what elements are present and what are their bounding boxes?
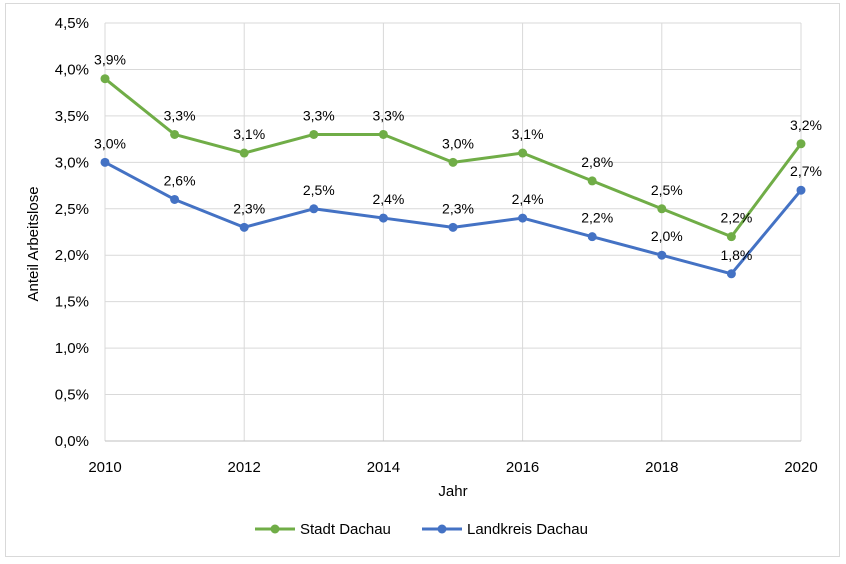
data-label: 3,3%: [164, 107, 196, 123]
legend-label: Landkreis Dachau: [467, 521, 588, 538]
x-axis-label: Jahr: [438, 483, 467, 500]
data-point: [239, 148, 249, 158]
y-tick-label: 3,5%: [55, 108, 89, 125]
data-point: [518, 148, 528, 158]
data-point: [309, 204, 319, 214]
y-tick-label: 1,5%: [55, 294, 89, 311]
data-point: [170, 129, 180, 139]
y-tick-label: 0,5%: [55, 387, 89, 404]
data-label: 2,8%: [581, 154, 613, 170]
data-point: [100, 157, 110, 167]
x-tick-label: 2010: [88, 459, 121, 476]
data-point: [587, 232, 597, 242]
data-label: 2,6%: [164, 172, 196, 188]
y-tick-label: 2,5%: [55, 201, 89, 218]
data-label: 3,0%: [442, 135, 474, 151]
data-label: 2,5%: [651, 182, 683, 198]
y-tick-label: 1,0%: [55, 340, 89, 357]
legend-swatch-marker: [437, 524, 447, 534]
y-tick-labels: 0,0% 0,5% 1,0% 1,5% 2,0% 2,5% 3,0% 3,5% 4,0% 4,5%: [55, 15, 89, 450]
data-point: [796, 139, 806, 149]
data-label: 2,2%: [720, 210, 752, 226]
data-point: [657, 204, 667, 214]
data-point: [100, 74, 110, 84]
data-point: [378, 129, 388, 139]
y-tick-label: 4,5%: [55, 15, 89, 32]
data-label: 2,7%: [790, 163, 822, 179]
legend-swatch-marker: [270, 524, 280, 534]
x-tick-label: 2020: [784, 459, 817, 476]
data-point: [726, 232, 736, 242]
data-point: [796, 185, 806, 195]
data-label: 3,3%: [372, 107, 404, 123]
data-label: 3,1%: [233, 126, 265, 142]
x-tick-labels: 2010 2012 2014 2016 2018 2020: [88, 459, 817, 476]
data-label: 3,2%: [790, 117, 822, 133]
series-line: [104, 161, 803, 276]
data-label: 3,0%: [94, 135, 126, 151]
data-label: 2,3%: [233, 200, 265, 216]
data-label: 3,9%: [94, 52, 126, 68]
data-point: [518, 213, 528, 223]
legend: Stadt Dachau Landkreis Dachau: [255, 521, 588, 538]
data-label: 3,1%: [512, 126, 544, 142]
y-axis-label: Anteil Arbeitslose: [25, 186, 42, 301]
legend-item: Stadt Dachau: [255, 521, 391, 538]
x-tick-label: 2016: [506, 459, 539, 476]
data-label: 2,4%: [372, 191, 404, 207]
grid-lines: [104, 22, 802, 442]
series-stadt-dachau: 3,9% 3,3% 3,1% 3,3% 3,3% 3,0% 3,1% 2,8% 2,5% 2,2%…: [94, 52, 822, 242]
chart-frame: [5, 3, 840, 557]
data-point: [448, 222, 458, 232]
data-label: 2,2%: [581, 210, 613, 226]
x-tick-label: 2012: [228, 459, 261, 476]
x-tick-label: 2018: [645, 459, 678, 476]
data-label: 2,5%: [303, 182, 335, 198]
data-label: 2,3%: [442, 200, 474, 216]
data-point: [726, 269, 736, 279]
data-label: 2,4%: [512, 191, 544, 207]
data-label: 2,0%: [651, 228, 683, 244]
data-point: [239, 222, 249, 232]
data-label: 3,3%: [303, 107, 335, 123]
series-layer: 3,9% 3,3% 3,1% 3,3% 3,3% 3,0% 3,1% 2,8% 2,5% 2,2%…: [94, 52, 822, 279]
data-label: 1,8%: [720, 247, 752, 263]
data-point: [309, 129, 319, 139]
y-tick-label: 2,0%: [55, 247, 89, 264]
data-point: [587, 176, 597, 186]
data-point: [657, 250, 667, 260]
data-point: [170, 194, 180, 204]
series-landkreis-dachau: 3,0% 2,6% 2,3% 2,5% 2,4% 2,3% 2,4% 2,2% 2,0% 1,8%…: [94, 135, 822, 279]
data-point: [448, 157, 458, 167]
x-tick-label: 2014: [367, 459, 400, 476]
y-tick-label: 0,0%: [55, 433, 89, 450]
y-tick-label: 4,0%: [55, 61, 89, 78]
legend-label: Stadt Dachau: [300, 521, 391, 538]
y-tick-label: 3,0%: [55, 154, 89, 171]
data-point: [378, 213, 388, 223]
legend-item: Landkreis Dachau: [422, 521, 588, 538]
